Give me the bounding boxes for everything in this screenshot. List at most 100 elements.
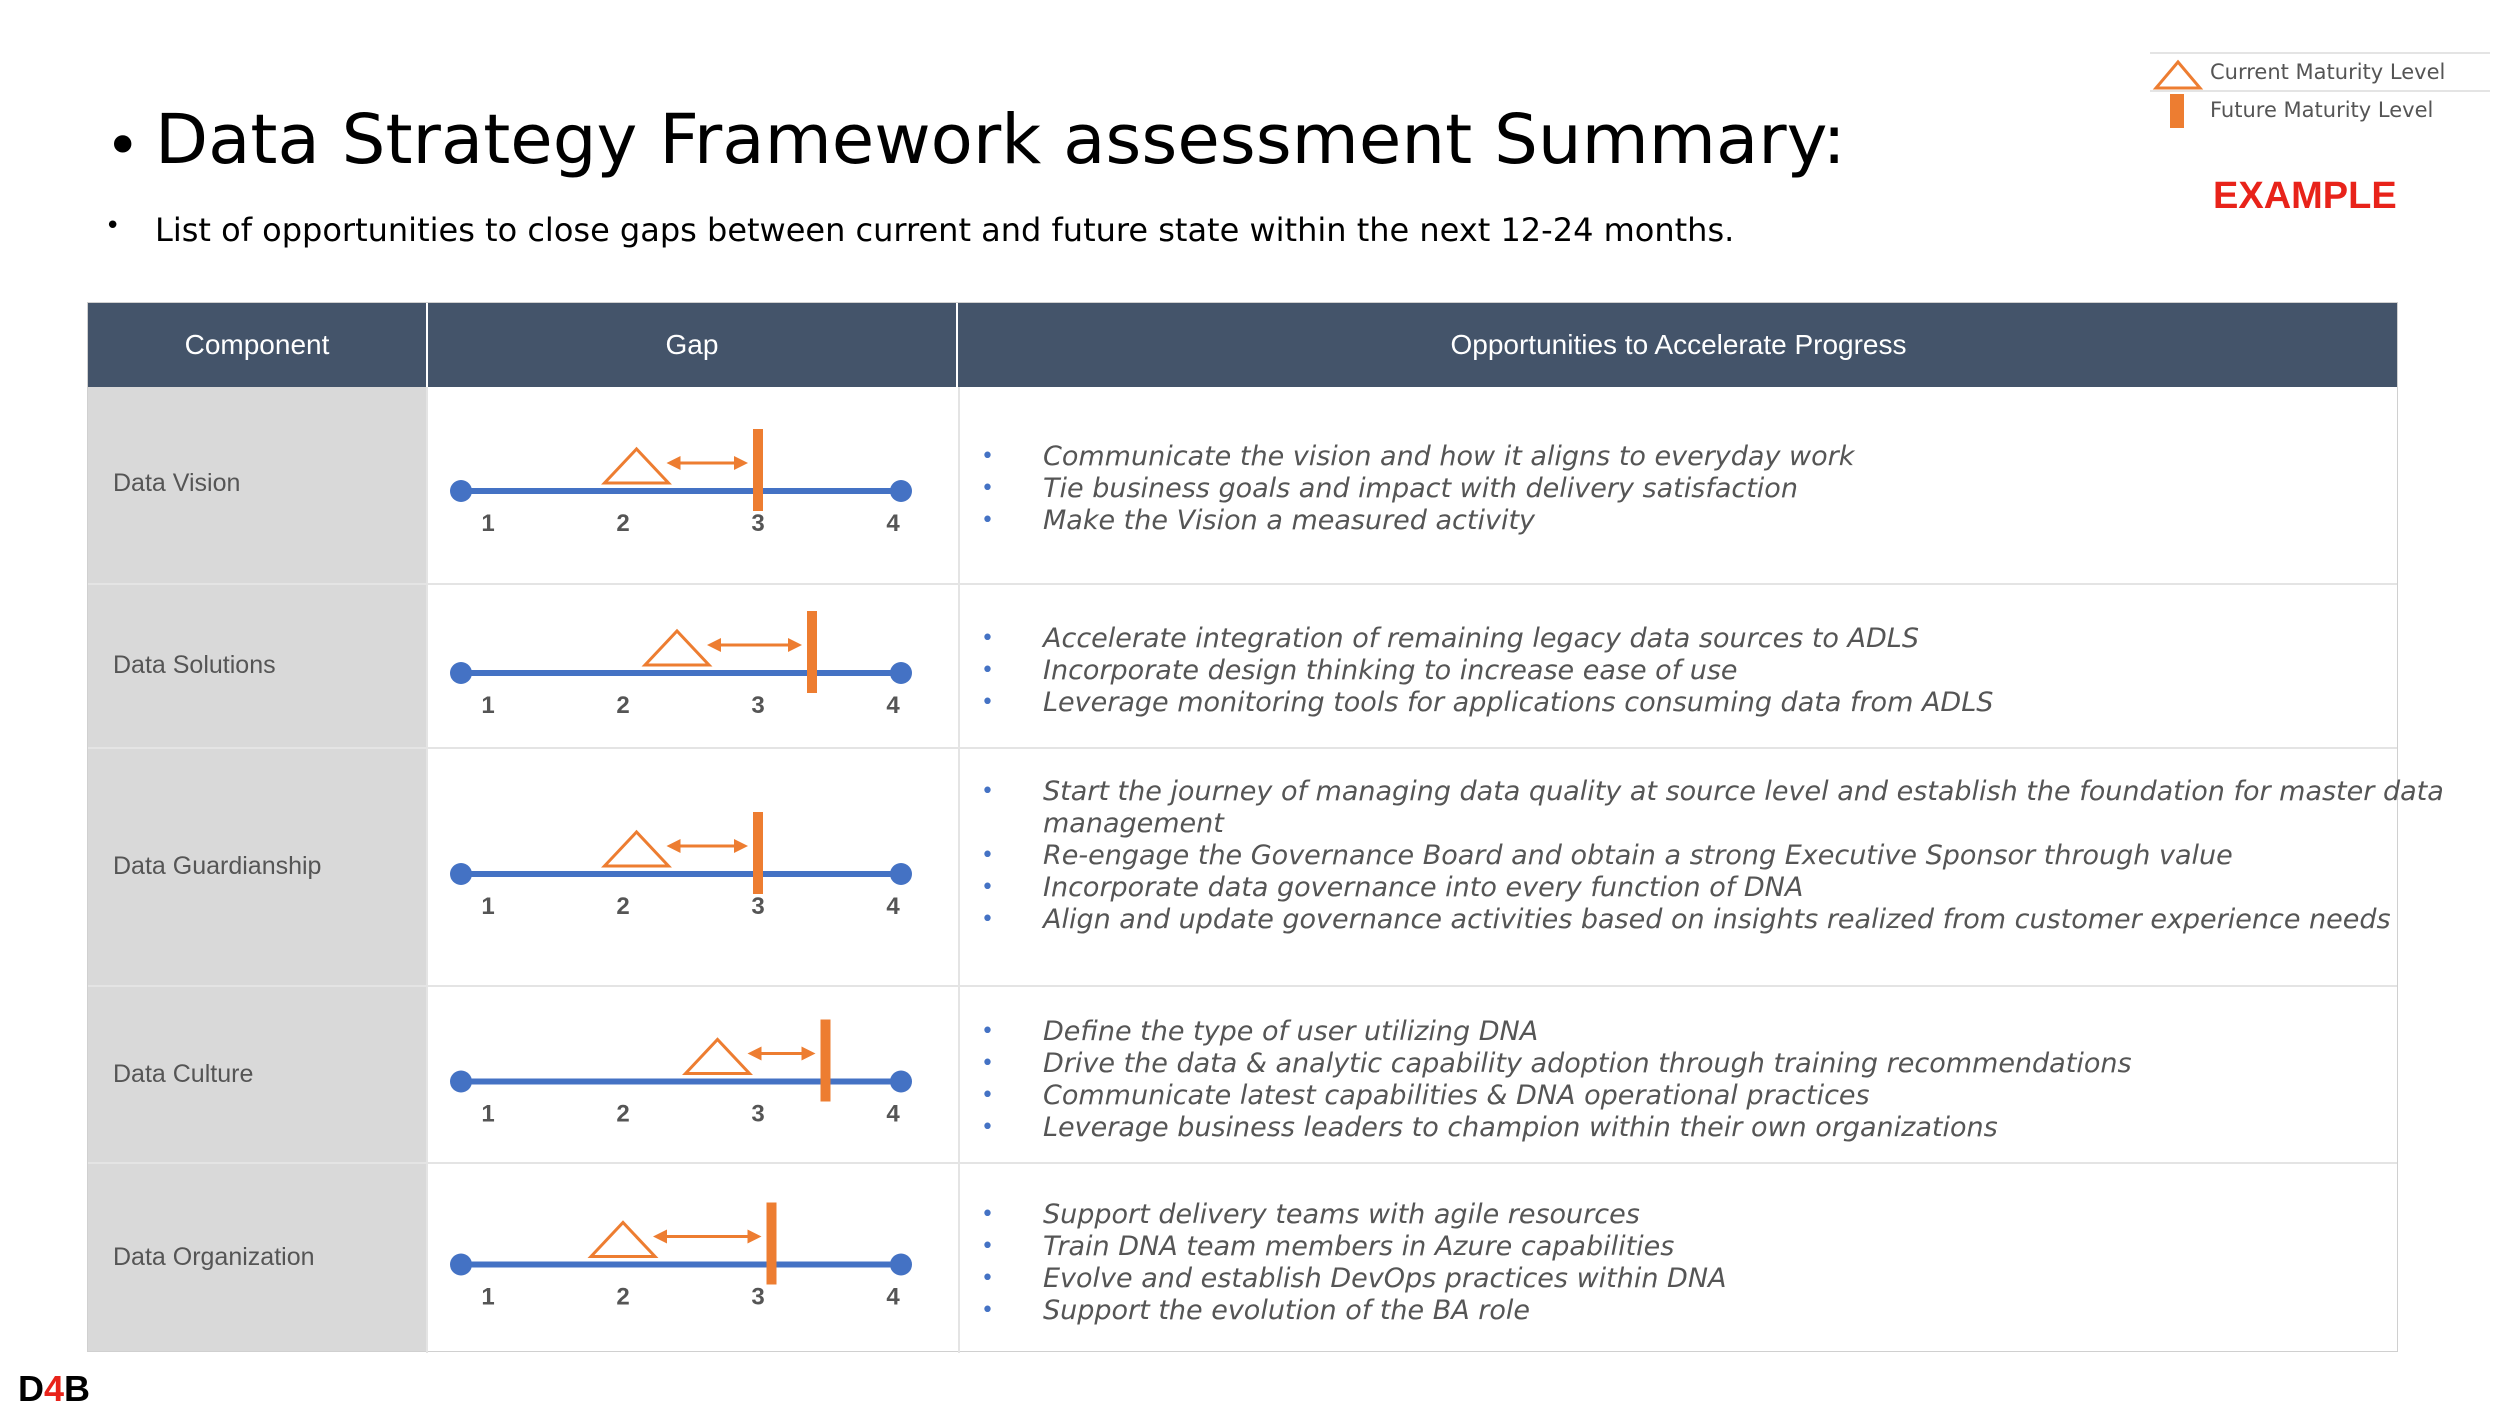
opportunity-item: • Tie business goals and impact with deli… [981, 473, 2463, 505]
bullet-icon: • [981, 626, 994, 651]
gap-arrow [707, 638, 802, 652]
opportunity-text: Incorporate data governance into every f… [1043, 872, 1804, 903]
scale-end-dot [890, 1070, 912, 1093]
bullet-icon: • [981, 508, 994, 533]
table-row: Data Organization 1 2 3 4 • Support delivery t… [88, 1162, 2397, 1353]
bullet-icon: • [981, 1234, 994, 1259]
triangle-icon [2152, 59, 2204, 90]
bullet-icon: • [981, 1266, 994, 1291]
bullet-icon: • [981, 690, 994, 715]
gap-cell: 1 2 3 4 [426, 585, 960, 749]
scale-tick-label: 2 [616, 1284, 629, 1311]
logo-4: 4 [44, 1368, 65, 1409]
maturity-scale: 1 2 3 4 [450, 611, 912, 719]
maturity-legend: Current Maturity Level Future Maturity L… [2150, 52, 2490, 152]
scale-start-dot [450, 662, 472, 684]
opportunity-item: • Communicate the vision and how it align… [981, 441, 2463, 473]
scale-tick-label: 2 [616, 692, 629, 719]
current-maturity-marker [641, 628, 713, 667]
opportunities-list: • Start the journey of managing data qual… [960, 749, 2444, 987]
opportunity-text: Tie business goals and impact with deliv… [1043, 473, 1798, 504]
scale-end-dot [890, 863, 912, 885]
bullet-icon: • [981, 658, 994, 683]
scale-start-dot [450, 863, 472, 885]
opportunity-text: Incorporate design thinking to increase … [1043, 655, 1738, 686]
scale-tick-label: 3 [751, 1101, 764, 1128]
scale-tick-label: 3 [751, 1284, 764, 1311]
opportunity-text: Communicate latest capabilities & DNA op… [1043, 1080, 1870, 1111]
bullet-icon: • [981, 779, 994, 804]
future-maturity-marker [807, 611, 817, 693]
title-bullet: • [105, 111, 141, 181]
current-maturity-marker [587, 1220, 659, 1258]
opportunity-text: Accelerate integration of remaining lega… [1043, 623, 1919, 654]
opportunity-item: • Support the evolution of the BA role [981, 1295, 2463, 1327]
component-label: Data Vision [113, 469, 241, 497]
scale-tick-label: 1 [481, 692, 494, 719]
opportunity-item: • Define the type of user utilizing DNA [981, 1016, 2463, 1048]
table-row: Data Culture 1 2 3 4 • Define the type of user… [88, 985, 2397, 1164]
opportunity-text: Drive the data & analytic capability ado… [1043, 1048, 2132, 1079]
table-header: Component Gap Opportunities to Accelerat… [88, 303, 2397, 387]
opportunity-item: • Incorporate data governance into every … [981, 872, 2463, 904]
bullet-icon: • [981, 907, 994, 932]
component-label: Data Solutions [113, 651, 276, 679]
opportunity-text: Align and update governance activities b… [1043, 904, 2391, 935]
opportunity-text: Train DNA team members in Azure capabili… [1043, 1231, 1675, 1262]
opportunity-text: Define the type of user utilizing DNA [1043, 1016, 1539, 1047]
bullet-icon: • [981, 444, 994, 469]
scale-tick-label: 4 [886, 1284, 900, 1311]
opportunity-text: Support the evolution of the BA role [1043, 1295, 1531, 1326]
opportunity-text: Re-engage the Governance Board and obtai… [1043, 840, 2233, 871]
scale-tick-label: 2 [616, 510, 629, 537]
gap-arrow [666, 839, 748, 853]
scale-tick-label: 2 [616, 1101, 629, 1128]
scale-tick-label: 4 [886, 692, 900, 719]
opportunity-item: • Leverage monitoring tools for applicati… [981, 687, 2463, 719]
future-maturity-marker [753, 812, 763, 894]
opportunity-text: Communicate the vision and how it aligns… [1043, 441, 1855, 472]
d4b-logo: D4B [18, 1368, 90, 1410]
opportunities-list: • Support delivery teams with agile resou… [960, 1164, 2397, 1353]
current-maturity-marker [682, 1037, 753, 1075]
legend-current: Current Maturity Level [2150, 52, 2490, 90]
opportunity-text: Leverage business leaders to champion wi… [1043, 1112, 1998, 1143]
header-component: Component [88, 303, 428, 387]
maturity-scale: 1 2 3 4 [450, 812, 912, 920]
header-gap: Gap [428, 303, 958, 387]
scale-start-dot [450, 480, 472, 502]
legend-future: Future Maturity Level [2150, 90, 2490, 128]
subtitle-bullet: • [105, 211, 121, 241]
logo-d: D [18, 1368, 44, 1409]
opportunity-item: • Align and update governance activities … [981, 904, 2463, 936]
scale-tick-label: 2 [616, 893, 629, 920]
opportunity-item: • Train DNA team members in Azure capabil… [981, 1231, 2463, 1263]
opportunity-item: • Support delivery teams with agile resou… [981, 1199, 2463, 1231]
bullet-icon: • [981, 875, 994, 900]
logo-b: B [64, 1368, 91, 1409]
table-row: Data Solutions 1 2 3 4 • Accelerate integratio… [88, 583, 2397, 749]
opportunity-text: Evolve and establish DevOps practices wi… [1043, 1263, 1727, 1294]
opportunities-list: • Accelerate integration of remaining leg… [960, 585, 2397, 749]
gap-arrow [747, 1046, 816, 1061]
maturity-scale: 1 2 3 4 [450, 1019, 912, 1128]
gap-cell: 1 2 3 4 [426, 749, 960, 987]
subtitle-text: List of opportunities to close gaps betw… [155, 211, 1735, 249]
opportunity-item: • Leverage business leaders to champion w… [981, 1112, 2463, 1144]
scale-tick-label: 3 [751, 893, 764, 920]
bullet-icon: • [981, 843, 994, 868]
bar-icon [2170, 94, 2184, 128]
table-row: Data Guardianship 1 2 3 4 • Start the journey … [88, 747, 2444, 987]
gap-cell: 1 2 3 4 [426, 387, 960, 583]
opportunity-item: • Communicate latest capabilities & DNA o… [981, 1080, 2463, 1112]
scale-end-dot [890, 480, 912, 502]
gap-arrow [653, 1229, 762, 1244]
opportunity-item: • Accelerate integration of remaining leg… [981, 623, 2463, 655]
scale-tick-label: 4 [886, 510, 900, 537]
bullet-icon: • [981, 1202, 994, 1227]
legend-future-label: Future Maturity Level [2210, 98, 2434, 122]
scale-start-dot [450, 1070, 472, 1093]
opportunity-item: • Make the Vision a measured activity [981, 505, 2463, 537]
future-maturity-marker [766, 1202, 777, 1285]
assessment-table: Component Gap Opportunities to Accelerat… [87, 302, 2444, 1353]
